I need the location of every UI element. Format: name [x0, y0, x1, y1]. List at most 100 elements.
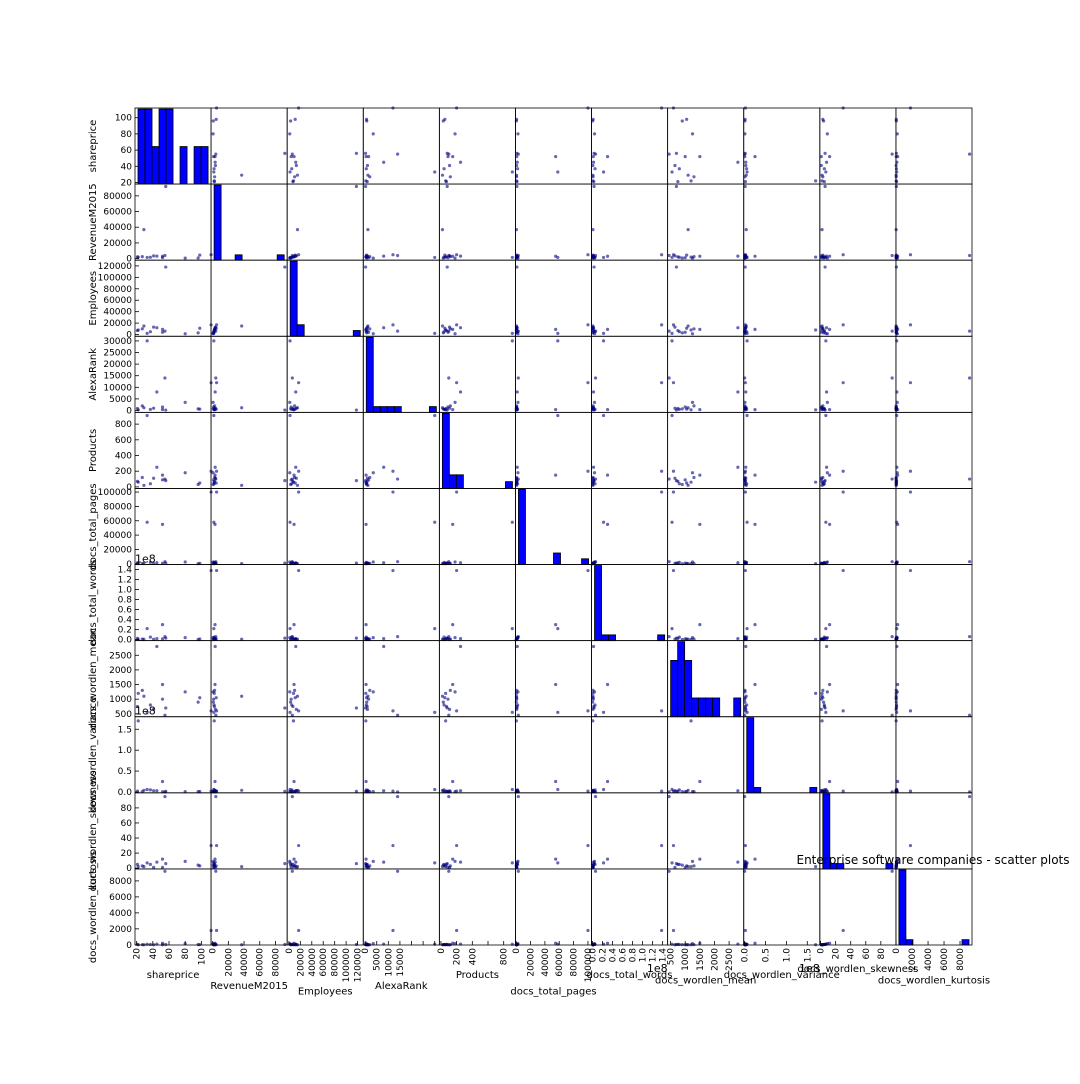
- scatter-point: [453, 942, 457, 946]
- scatter-point: [821, 700, 826, 704]
- scatter-point: [821, 117, 825, 121]
- scatter-point: [510, 787, 514, 792]
- scatter-point: [586, 469, 590, 473]
- scatter-point: [365, 476, 370, 480]
- scatter-point: [605, 857, 610, 861]
- scatter-point: [692, 475, 696, 480]
- x-tick-label: 100: [197, 948, 207, 965]
- scatter-point: [890, 869, 894, 873]
- scatter-point: [692, 864, 696, 868]
- scatter-point: [819, 406, 823, 410]
- scatter-point: [451, 779, 455, 784]
- scatter-point: [824, 644, 829, 649]
- scatter-point: [145, 520, 149, 524]
- subplot-docs_wordlen_variance-vs-docs_wordlen_skewness: [819, 716, 897, 794]
- scatter-point: [365, 254, 370, 258]
- scatter-point: [591, 173, 595, 177]
- scatter-point: [591, 789, 595, 793]
- scatter-point: [744, 476, 748, 480]
- scatter-point: [214, 490, 219, 494]
- scatter-point: [458, 254, 463, 258]
- scatter-point: [510, 170, 514, 174]
- x-tick-label: 1.0: [639, 948, 649, 963]
- scatter-point: [908, 843, 913, 848]
- histogram-bar: [961, 939, 970, 946]
- scatter-point: [736, 465, 740, 469]
- scatter-point: [155, 390, 159, 394]
- scatter-point: [295, 227, 300, 232]
- scatter-point: [753, 327, 757, 332]
- scatter-point: [814, 480, 818, 484]
- scatter-point: [371, 636, 375, 640]
- scatter-point: [290, 869, 294, 873]
- scatter-point: [213, 160, 217, 164]
- scatter-point: [148, 255, 152, 259]
- scatter-point: [753, 154, 757, 159]
- x-tick-label: 40000: [308, 948, 318, 977]
- scatter-point: [212, 710, 216, 714]
- scatter-point: [366, 227, 370, 232]
- scatter-point: [297, 490, 301, 494]
- scatter-point: [685, 864, 689, 868]
- scatter-point: [444, 691, 448, 695]
- x-tick-label: 1.4: [659, 948, 669, 963]
- scatter-point: [516, 376, 520, 380]
- scatter-point: [443, 117, 447, 121]
- scatter-point: [455, 843, 459, 848]
- y-tick-label: 1.0: [118, 586, 133, 596]
- scatter-point: [824, 413, 828, 418]
- scatter-point: [444, 789, 449, 793]
- y-tick-label: 0: [126, 331, 132, 341]
- scatter-point: [841, 323, 845, 327]
- scatter-point: [908, 789, 913, 793]
- x-tick-label: 800: [500, 948, 510, 965]
- scatter-point: [820, 227, 824, 232]
- subplot-docs_wordlen_kurtosis-vs-Employees: [286, 868, 364, 947]
- scatter-point: [820, 719, 824, 723]
- scatter-point: [291, 704, 295, 709]
- scatter-point: [824, 390, 829, 394]
- scatter-point: [753, 682, 757, 687]
- scatter-point: [510, 520, 514, 524]
- y-axis-label: docs_wordlen_variance: [88, 697, 99, 813]
- histogram-bar: [352, 330, 361, 337]
- scatter-point: [593, 376, 598, 380]
- scatter-point: [198, 696, 202, 700]
- scatter-point: [365, 789, 370, 793]
- scatter-point: [293, 175, 297, 179]
- y-axis-label: docs_wordlen_skewness: [88, 770, 99, 891]
- y-axis-label: Products: [88, 429, 99, 472]
- scatter-point: [894, 479, 899, 483]
- scatter-point: [819, 789, 823, 793]
- scatter-point: [896, 473, 900, 477]
- scatter-point: [689, 328, 693, 332]
- scatter-point: [592, 862, 596, 866]
- scatter-point: [744, 465, 748, 469]
- scatter-point: [455, 323, 459, 327]
- histogram-bar: [393, 406, 402, 413]
- scatter-point: [908, 381, 913, 385]
- scatter-point: [744, 173, 748, 177]
- histogram-bar: [379, 406, 388, 413]
- scatter-point: [354, 184, 359, 189]
- scatter-point: [686, 173, 690, 177]
- scatter-point: [214, 117, 218, 121]
- x-tick-label: 0: [817, 948, 827, 954]
- scatter-point: [896, 154, 900, 159]
- scatter-point: [670, 170, 674, 174]
- scatter-point: [214, 152, 218, 156]
- scatter-point: [586, 381, 590, 385]
- scatter-point: [660, 843, 664, 848]
- scatter-point: [364, 682, 368, 687]
- scatter-point: [444, 862, 449, 866]
- scatter-point: [183, 256, 187, 260]
- scatter-point: [673, 406, 677, 410]
- scatter-point: [698, 473, 702, 477]
- scatter-point: [591, 561, 595, 565]
- scatter-point: [690, 859, 695, 863]
- scatter-point: [163, 560, 167, 564]
- x-tick-label: 2000: [710, 948, 720, 971]
- scatter-point: [895, 859, 899, 863]
- histogram-bar: [670, 660, 679, 718]
- scatter-point: [294, 465, 298, 469]
